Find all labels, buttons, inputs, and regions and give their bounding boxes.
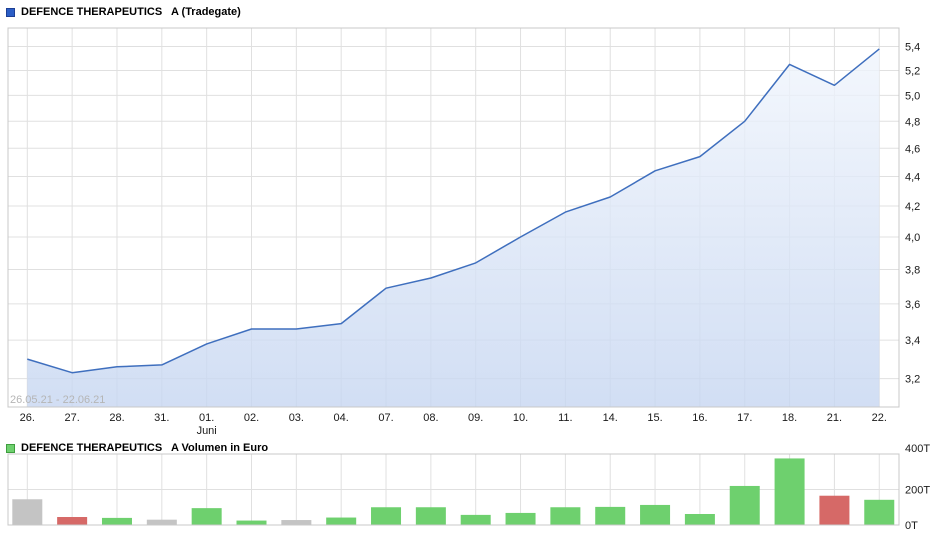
x-axis-tick-label: 27. (64, 412, 79, 424)
price-legend: DEFENCE THERAPEUTICS A (Tradegate) (6, 6, 241, 18)
price-y-tick-label: 5,2 (905, 65, 920, 77)
price-y-tick-label: 4,8 (905, 116, 920, 128)
volume-bar (191, 508, 222, 525)
volume-y-tick-label: 200T (905, 485, 930, 497)
volume-y-tick-label: 0T (905, 520, 918, 532)
x-axis-tick-label: 14. (603, 412, 618, 424)
x-axis-tick-label: 08. (423, 412, 438, 424)
volume-bar (684, 513, 715, 525)
volume-bar (146, 519, 177, 525)
x-axis-tick-label: 03. (289, 412, 304, 424)
volume-bar (550, 507, 581, 525)
volume-chart-title: DEFENCE THERAPEUTICS A Volumen in Euro (21, 442, 269, 454)
price-pane-border (7, 27, 900, 408)
price-y-tick-label: 4,4 (905, 172, 920, 184)
x-axis-tick-label: 01. (199, 412, 214, 424)
volume-bar (595, 506, 626, 525)
volume-legend: DEFENCE THERAPEUTICS A Volumen in Euro (6, 442, 268, 454)
volume-bar (57, 517, 88, 525)
volume-bar (505, 512, 536, 525)
volume-bar (729, 485, 760, 525)
x-axis-tick-label: 10. (513, 412, 528, 424)
x-axis-tick-label: 15. (647, 412, 662, 424)
x-axis-tick-label: 02. (244, 412, 259, 424)
price-y-tick-label: 5,4 (905, 42, 920, 54)
price-y-tick-label: 3,2 (905, 374, 920, 386)
volume-bar (819, 495, 850, 525)
volume-bar (640, 504, 671, 525)
price-y-tick-label: 4,2 (905, 201, 920, 213)
x-axis-tick-label: 04. (334, 412, 349, 424)
volume-bar (101, 517, 132, 525)
x-axis-tick-label: 07. (378, 412, 393, 424)
price-y-tick-label: 4,0 (905, 232, 920, 244)
volume-bar (774, 458, 805, 525)
volume-bar (236, 520, 267, 525)
month-label: Juni (197, 425, 217, 437)
x-axis-tick-label: 18. (782, 412, 797, 424)
date-range-watermark: 26.05.21 - 22.06.21 (10, 394, 105, 406)
x-axis-tick-label: 17. (737, 412, 752, 424)
volume-y-tick-label: 400T (905, 443, 930, 455)
price-y-tick-label: 4,6 (905, 143, 920, 155)
volume-bar (371, 507, 402, 525)
price-series-swatch-icon (6, 7, 15, 17)
x-axis-tick-label: 09. (468, 412, 483, 424)
price-y-tick-label: 3,6 (905, 299, 920, 311)
volume-bar (12, 499, 43, 525)
volume-pane-border (7, 453, 900, 526)
x-axis-tick-label: 21. (827, 412, 842, 424)
volume-bar (281, 520, 312, 525)
price-area-fill (27, 48, 880, 408)
x-axis-tick-label: 22. (872, 412, 887, 424)
price-line (27, 48, 880, 374)
x-axis-tick-label: 11. (558, 412, 572, 424)
x-axis-tick-label: 28. (109, 412, 124, 424)
x-axis-tick-label: 31. (154, 412, 169, 424)
price-y-tick-label: 3,8 (905, 265, 920, 277)
volume-bar (864, 499, 895, 525)
price-chart-title: DEFENCE THERAPEUTICS A (Tradegate) (21, 6, 241, 18)
price-y-tick-label: 5,0 (905, 90, 920, 102)
x-axis-tick-label: 16. (692, 412, 707, 424)
volume-series-swatch-icon (6, 443, 15, 453)
volume-bar (460, 514, 491, 525)
volume-bar (326, 517, 357, 525)
price-y-tick-label: 3,4 (905, 335, 920, 347)
volume-bar (415, 507, 446, 525)
x-axis-tick-label: 26. (20, 412, 35, 424)
